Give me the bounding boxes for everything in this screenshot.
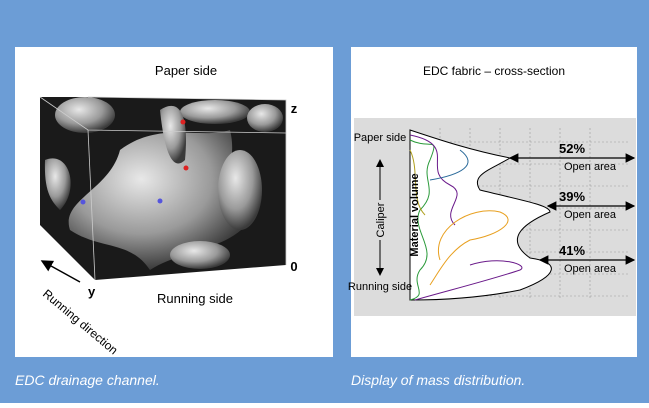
axis-label: Caliper — [375, 202, 387, 237]
axis-label: Material volume — [409, 173, 421, 256]
direction-arrow — [40, 260, 81, 283]
panel-title: EDC fabric – cross-section — [423, 64, 565, 78]
percent: 41% — [559, 243, 585, 258]
render-3d — [39, 96, 287, 281]
caption: EDC drainage channel. — [15, 372, 160, 388]
percent: 39% — [559, 189, 585, 204]
percent: 52% — [559, 141, 585, 156]
axis-label: z — [291, 101, 298, 116]
open-area: Open area — [564, 263, 617, 275]
axis-label: y — [88, 284, 96, 299]
axis-label: 0 — [290, 259, 297, 274]
axis-label: Running side — [348, 281, 412, 293]
caption: Display of mass distribution. — [351, 372, 525, 388]
axis-label: Paper side — [354, 132, 407, 144]
annotations: 52% Open area 39% Open area 41% Open area — [508, 141, 636, 275]
fibre-curves — [409, 134, 523, 301]
bottom-label: Running side — [157, 291, 233, 306]
open-area: Open area — [564, 209, 617, 221]
panel-title: Paper side — [155, 63, 217, 78]
open-area: Open area — [564, 161, 617, 173]
